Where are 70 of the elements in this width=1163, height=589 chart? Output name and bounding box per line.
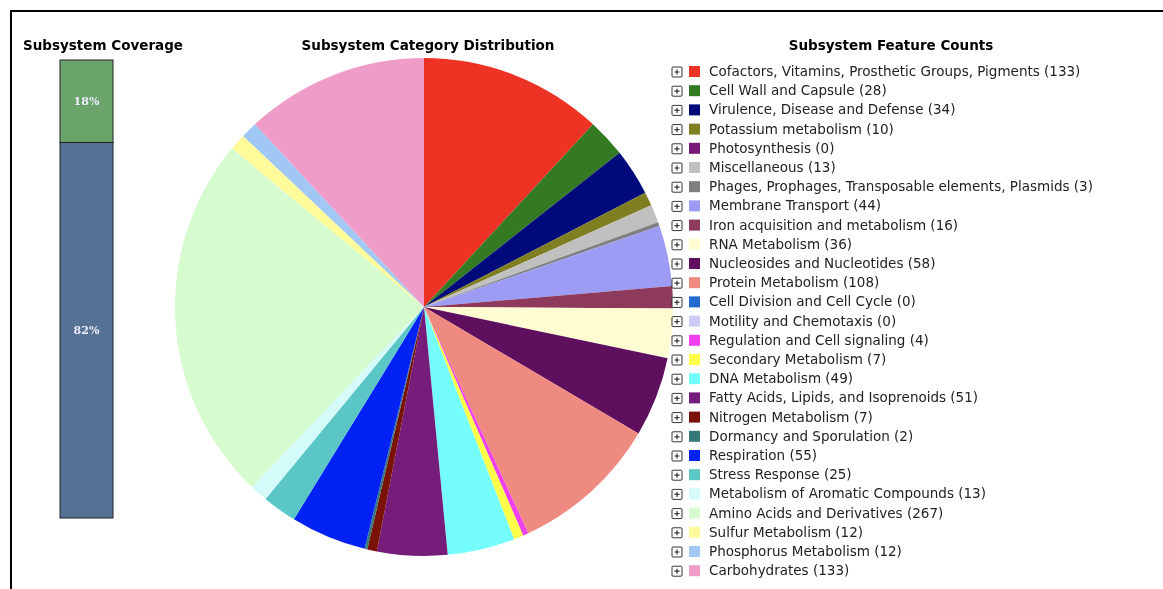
- legend-label: RNA Metabolism: [709, 235, 821, 252]
- legend-label: Motility and Chemotaxis: [709, 312, 873, 329]
- legend-label: Cell Wall and Capsule: [709, 82, 855, 99]
- data-label: (44): [853, 197, 882, 214]
- legend-label: Metabolism of Aromatic Compounds: [709, 485, 954, 502]
- legend-label: Sulfur Metabolism: [709, 523, 832, 540]
- text: (0): [815, 139, 835, 156]
- legend-label: Nitrogen Metabolism: [709, 408, 850, 425]
- data-label: (12): [874, 543, 902, 559]
- pie-slice: [254, 58, 424, 307]
- data-label: (49): [825, 370, 854, 387]
- legend-title: Subsystem Feature Counts: [788, 37, 994, 53]
- legend-label: DNA Metabolism: [709, 370, 822, 387]
- chart-title: Subsystem Category Distribution: [301, 37, 555, 53]
- legend-label: Miscellaneous: [709, 159, 804, 175]
- data-label: (133): [1044, 63, 1081, 79]
- legend-label: Nucleosides and Nucleotides: [709, 255, 904, 271]
- pie-slice: [424, 58, 594, 307]
- data-label: (13): [807, 159, 836, 175]
- legend-label: Amino Acids and Derivatives: [709, 504, 903, 521]
- data-label: (51): [950, 389, 979, 406]
- data-label: (28): [858, 82, 887, 99]
- legend-label: Carbohydrates: [709, 562, 809, 579]
- data-label: (3): [1073, 178, 1093, 195]
- data-label: (16): [930, 216, 959, 233]
- legend-label: Cofactors, Vitamins, Prosthetic Groups, Pigments: [709, 63, 1040, 79]
- pie-slice: [424, 307, 673, 359]
- pie-slice: [424, 152, 646, 307]
- data-label: (2): [894, 427, 914, 444]
- data-label: (25): [823, 466, 852, 483]
- data-label: (13): [958, 485, 986, 502]
- data-label: 18%: [73, 95, 100, 109]
- legend-label: Virulence, Disease and Defense: [709, 101, 924, 118]
- data-label: (55): [789, 447, 818, 463]
- data-label: (133): [812, 562, 850, 579]
- pie-slice: [424, 307, 668, 434]
- text: (0): [877, 312, 897, 329]
- legend-label: Dormancy and Sporulation: [709, 427, 890, 444]
- data-label: (108): [842, 274, 880, 291]
- legend-label: Photosynthesis: [709, 139, 812, 156]
- legend-label: Phages, Prophages, Transposable elements, Plasmids: [709, 178, 1070, 195]
- data-label: (10): [866, 120, 894, 137]
- legend-label: Stress Response: [709, 466, 820, 483]
- legend-label: Membrane Transport: [709, 197, 849, 214]
- legend-label: Protein Metabolism: [709, 274, 839, 291]
- pie-slice: [265, 307, 424, 520]
- pie-slice: [424, 307, 639, 534]
- legend-label: Secondary Metabolism: [709, 351, 863, 367]
- pie-slice: [293, 307, 424, 549]
- text: (0): [896, 293, 916, 310]
- legend-label: Fatty Acids, Lipids, and Isoprenoids: [709, 389, 947, 406]
- pie-slice: [175, 148, 424, 487]
- data-label: (12): [835, 523, 864, 540]
- legend-label: Iron acquisition and metabolism: [709, 216, 927, 233]
- pie-slice: [376, 307, 448, 556]
- legend-label: Cell Division and Cell Cycle: [709, 293, 893, 310]
- data-label: (7): [867, 351, 887, 367]
- data-label: (36): [824, 235, 853, 252]
- data-label: (267): [906, 504, 944, 521]
- data-label: (58): [907, 255, 936, 271]
- data-label: (4): [909, 331, 929, 348]
- legend-label: Respiration: [709, 447, 786, 463]
- chart-title: Subsystem Coverage: [23, 37, 183, 53]
- pie-slice: [424, 124, 620, 307]
- data-label: 82%: [73, 324, 100, 338]
- legend-label: Potassium metabolism: [709, 120, 862, 137]
- data-label: (7): [853, 408, 873, 425]
- legend-label: Phosphorus Metabolism: [709, 543, 870, 559]
- data-label: (34): [927, 101, 956, 118]
- legend-label: Regulation and Cell signaling: [709, 331, 906, 348]
